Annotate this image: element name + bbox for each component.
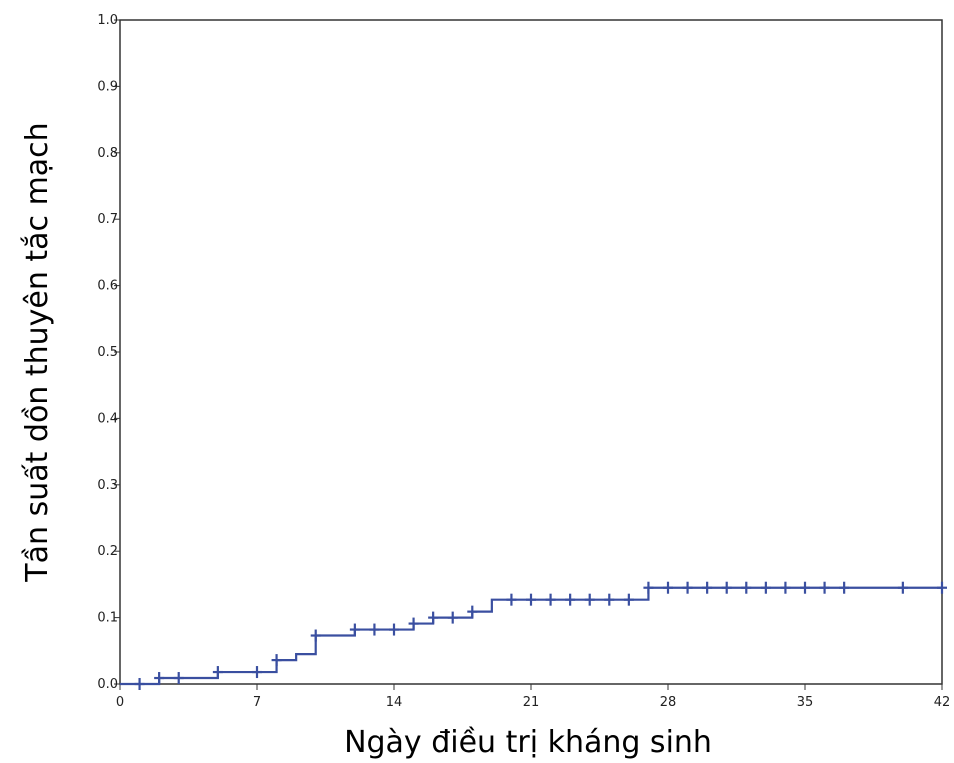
y-tick-label: 0.3 [97, 478, 118, 493]
censor-mark [780, 581, 791, 594]
x-axis-ticks: 0 7 14 21 28 35 42 [116, 684, 950, 710]
y-tick-label: 0.1 [97, 611, 118, 626]
censor-mark [408, 617, 419, 630]
censor-mark [349, 623, 360, 636]
censor-mark [506, 593, 517, 606]
censor-mark [447, 611, 458, 624]
censor-mark [545, 593, 556, 606]
censor-mark [721, 581, 732, 594]
censor-mark [623, 593, 634, 606]
x-tick-label: 42 [934, 695, 951, 710]
y-tick-label: 0.6 [97, 279, 118, 294]
y-tick-label: 0.0 [97, 677, 118, 692]
censor-mark [643, 581, 654, 594]
censor-mark [173, 672, 184, 685]
y-tick-label: 0.2 [97, 544, 118, 559]
censor-mark [310, 629, 321, 642]
x-tick-label: 28 [660, 695, 677, 710]
censor-mark [584, 593, 595, 606]
y-tick-label: 1.0 [97, 13, 118, 28]
y-axis-title: Tần suất dồn thuyên tắc mạch [20, 122, 55, 582]
censor-mark [819, 581, 830, 594]
censor-mark [897, 581, 908, 594]
censor-mark [741, 581, 752, 594]
plot-frame [119, 19, 943, 685]
censor-mark [682, 581, 693, 594]
censor-mark [212, 666, 223, 679]
censor-mark [839, 581, 850, 594]
x-tick-label: 21 [523, 695, 540, 710]
x-tick-label: 0 [116, 695, 124, 710]
censor-mark [604, 593, 615, 606]
censor-mark [937, 581, 947, 594]
censor-mark [467, 605, 478, 618]
censor-mark [134, 678, 145, 690]
y-axis-ticks: 0.0 0.1 0.2 0.3 0.4 0.5 0.6 0.7 0.8 0.9 1.0 [97, 13, 120, 692]
censor-marks [134, 581, 947, 690]
censor-mark [663, 581, 673, 594]
censor-mark [369, 623, 380, 636]
censor-mark [154, 672, 165, 685]
x-tick-label: 7 [253, 695, 261, 710]
censor-mark [271, 654, 282, 667]
censor-mark [760, 581, 771, 594]
y-tick-label: 0.4 [97, 411, 118, 426]
censor-mark [526, 593, 536, 606]
censor-mark [428, 611, 439, 624]
y-tick-label: 0.9 [97, 79, 118, 94]
censor-mark [252, 666, 262, 679]
y-tick-label: 0.7 [97, 212, 118, 227]
y-tick-label: 0.8 [97, 146, 118, 161]
y-tick-label: 0.5 [97, 345, 118, 360]
censor-mark [800, 581, 810, 594]
x-tick-label: 35 [797, 695, 814, 710]
x-axis-title: Ngày điều trị kháng sinh [344, 725, 712, 760]
censor-mark [389, 623, 399, 636]
censor-mark [565, 593, 576, 606]
censor-mark [702, 581, 713, 594]
x-tick-label: 14 [386, 695, 403, 710]
